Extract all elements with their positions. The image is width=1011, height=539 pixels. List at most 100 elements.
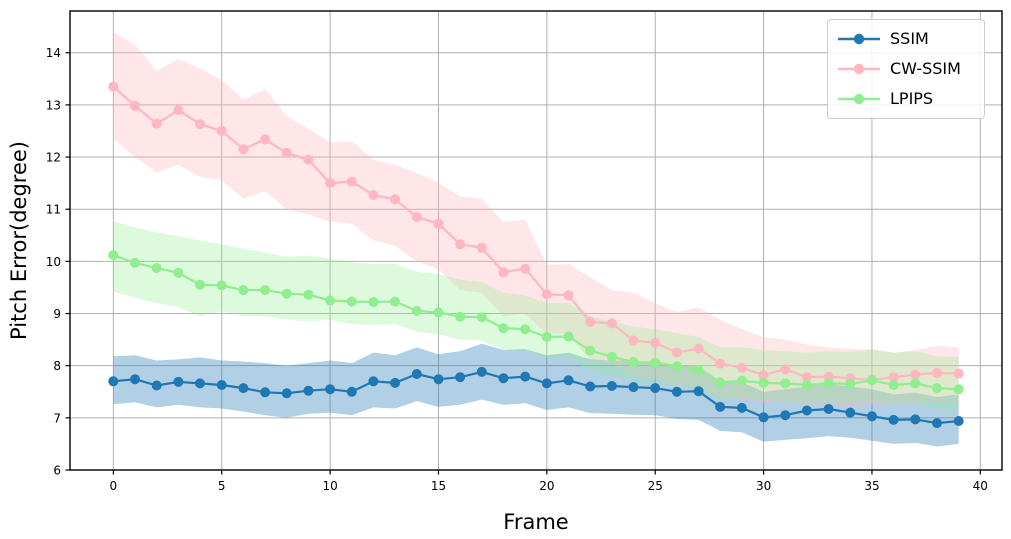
data-point-lpips [888, 380, 899, 390]
data-point-cw-ssim [281, 147, 292, 158]
data-point-lpips [151, 263, 162, 274]
confidence-band-ssim [113, 343, 959, 447]
data-point-cw-ssim [693, 343, 704, 354]
data-point-lpips [498, 323, 509, 334]
data-point-lpips [953, 384, 964, 395]
y-tick-label: 7 [53, 411, 61, 425]
data-point-lpips [411, 305, 422, 316]
data-point-lpips [433, 307, 444, 318]
x-tick-label: 0 [110, 479, 118, 493]
data-point-ssim [303, 385, 314, 396]
series-lpips [108, 250, 964, 395]
data-point-ssim [173, 376, 184, 387]
x-tick-label: 10 [322, 479, 337, 493]
data-point-lpips [368, 297, 379, 307]
data-point-cw-ssim [368, 190, 379, 201]
series-line-layer [108, 81, 964, 429]
data-point-ssim [585, 381, 596, 392]
data-point-cw-ssim [130, 100, 140, 111]
legend-marker-icon [853, 93, 865, 105]
confidence-band-lpips [113, 221, 959, 410]
x-tick-label: 35 [864, 479, 879, 493]
data-point-cw-ssim [238, 144, 249, 155]
data-point-ssim [715, 401, 726, 412]
y-tick-label: 9 [53, 307, 61, 321]
y-tick-label: 8 [53, 359, 61, 373]
legend: SSIM CW-SSIM LPIPS [827, 19, 985, 119]
x-tick-label: 5 [218, 479, 226, 493]
data-point-lpips [455, 311, 466, 322]
data-point-ssim [260, 387, 271, 398]
data-point-lpips [650, 357, 661, 368]
data-point-cw-ssim [715, 358, 726, 369]
data-point-lpips [541, 332, 552, 342]
data-point-cw-ssim [498, 267, 509, 278]
data-point-lpips [606, 351, 617, 362]
data-point-cw-ssim [455, 239, 466, 250]
legend-label-ssim: SSIM [890, 29, 929, 48]
y-tick-label: 13 [46, 98, 61, 112]
data-point-lpips [671, 361, 682, 372]
data-point-cw-ssim [801, 372, 812, 383]
data-point-ssim [953, 416, 964, 426]
data-point-ssim [910, 414, 921, 425]
data-point-cw-ssim [780, 364, 791, 375]
data-point-lpips [281, 288, 292, 299]
data-point-cw-ssim [108, 81, 119, 92]
data-point-ssim [932, 418, 942, 429]
y-tick-label: 11 [46, 203, 61, 217]
data-point-cw-ssim [151, 118, 162, 129]
data-point-lpips [216, 280, 227, 291]
data-point-cw-ssim [260, 134, 271, 145]
data-point-lpips [736, 375, 747, 386]
data-point-ssim [606, 381, 617, 391]
axis-layer: 0 5 10 15 20 25 30 35 40 6 7 8 9 10 11 12 13 14 [46, 10, 1003, 493]
y-tick-label: 14 [46, 46, 61, 60]
confidence-band-layer [113, 31, 959, 447]
data-point-lpips [845, 378, 856, 389]
data-point-cw-ssim [346, 176, 357, 187]
data-point-ssim [325, 384, 336, 395]
data-point-lpips [780, 378, 791, 389]
series-ssim [108, 366, 964, 429]
data-point-cw-ssim [541, 289, 552, 300]
legend-item-cw-ssim: CW-SSIM [836, 56, 974, 82]
x-tick-label: 40 [973, 479, 988, 493]
y-tick-label: 12 [46, 151, 61, 165]
data-point-ssim [693, 386, 704, 397]
data-point-lpips [195, 279, 205, 290]
data-point-cw-ssim [888, 372, 899, 383]
data-point-ssim [845, 407, 856, 418]
data-point-lpips [325, 295, 336, 306]
x-tick-label: 30 [756, 479, 771, 493]
y-tick-label: 6 [53, 464, 61, 478]
data-point-cw-ssim [650, 337, 661, 348]
data-point-cw-ssim [910, 369, 921, 380]
data-point-lpips [693, 364, 704, 375]
legend-swatch-lpips [838, 93, 880, 105]
series-line-ssim [113, 370, 959, 425]
data-point-lpips [801, 380, 812, 390]
data-point-ssim [216, 380, 227, 390]
data-point-cw-ssim [433, 218, 444, 229]
data-point-lpips [108, 250, 119, 261]
data-point-cw-ssim [325, 178, 336, 189]
data-point-ssim [520, 371, 531, 382]
data-point-ssim [108, 376, 119, 387]
data-point-cw-ssim [303, 154, 314, 165]
legend-marker-icon [853, 33, 865, 45]
y-axis-label: Pitch Error(degree) [7, 141, 31, 340]
data-point-ssim [801, 405, 812, 416]
data-point-cw-ssim [758, 370, 769, 381]
x-tick-label: 15 [431, 479, 446, 493]
data-point-ssim [238, 383, 249, 394]
data-point-lpips [520, 324, 531, 335]
data-point-ssim [541, 378, 552, 389]
data-point-cw-ssim [411, 212, 422, 222]
data-point-ssim [151, 380, 162, 391]
data-point-cw-ssim [520, 263, 531, 274]
data-point-lpips [476, 312, 487, 323]
data-point-cw-ssim [671, 347, 682, 358]
data-point-ssim [780, 410, 791, 421]
grid-layer [70, 11, 1002, 471]
